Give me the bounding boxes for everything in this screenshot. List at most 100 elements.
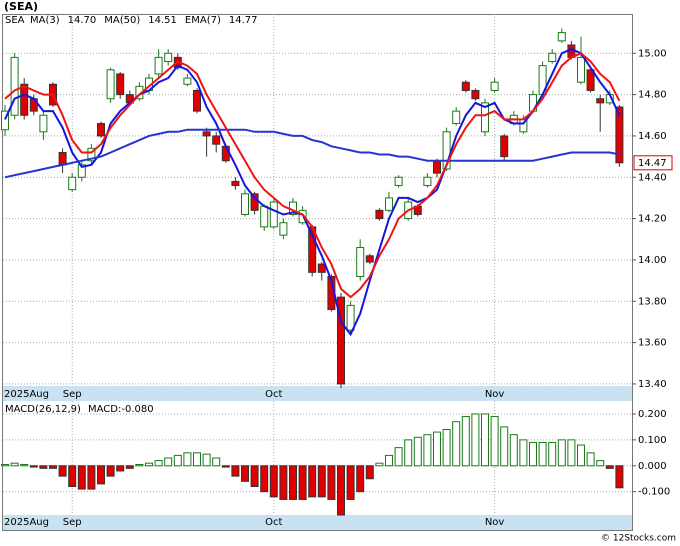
macd-bar [193,452,201,467]
macd-bar [548,441,557,467]
watermark: © 12Stocks.com [601,534,676,544]
y-tick-label: 14.20 [638,214,667,225]
macd-bar [509,434,518,467]
candle-body [241,193,249,215]
legend-name: EMA(7) [185,15,221,26]
macd-bar [164,457,173,467]
ma-line [4,128,620,179]
candle-body [471,89,480,100]
candle-body [615,106,624,164]
y-tick-label: 0.100 [638,435,667,446]
candle-body [385,197,393,211]
macd-bar [337,465,345,516]
macd-bar [49,465,57,469]
x-tick-label: Nov [485,389,505,400]
candle-body [442,131,451,170]
macd-bar [97,465,105,485]
macd-bar [212,457,221,467]
macd-bar [577,444,585,467]
candle-body [356,247,365,277]
macd-bar [500,426,509,467]
macd-bar [413,436,422,467]
macd-bar [442,429,451,467]
macd-bar [145,462,153,467]
macd-bar [260,465,269,493]
candle-body [39,114,48,133]
legend-value: 14.51 [148,15,177,26]
legend-name: MA(50) [104,15,140,26]
macd-bar [567,439,576,467]
candle-body [375,209,384,220]
x-tick-label: Oct [265,517,282,528]
macd-bar [519,439,528,467]
y-tick-label: 0.000 [638,461,667,472]
y-tick-label: -0.100 [638,487,670,498]
x-tick-label: 2025Aug [4,517,49,528]
macd-title: MACD(26,12,9) [5,404,81,415]
macd-bar [538,441,547,467]
macd-bar [452,421,461,467]
macd-bar [289,465,297,500]
macd-bar [423,434,432,467]
candle-body [557,32,566,42]
candle-body [452,110,461,125]
macd-bar [20,463,29,467]
macd-bar [471,413,480,467]
macd-bar [605,465,614,469]
candle-body [461,81,470,91]
candle-body [154,56,163,75]
macd-bar [58,465,67,477]
candle-body [231,180,240,187]
candle-body [433,160,441,174]
candle-body [260,205,269,228]
candle-body [193,89,201,112]
candle-body [346,304,355,331]
macd-bar [250,465,259,488]
macd-bar [433,431,441,467]
macd-bar [10,462,19,467]
macd-bar [365,465,374,480]
macd-bar [385,454,393,467]
candle-body [586,69,595,91]
candle-body [423,176,432,187]
candle-body [97,123,105,137]
y-tick-label: 14.40 [638,172,667,183]
macd-bar [183,452,192,467]
x-tick-label: Sep [63,517,82,528]
macd-bar [490,416,499,467]
macd-bar [279,465,288,500]
candle-body [164,52,173,63]
candle-body [500,135,509,158]
macd-bar [173,454,182,467]
candle-body [279,222,288,236]
candle-body [183,77,192,85]
legend-name: MA(3) [30,15,60,26]
x-axis-strip [3,515,632,530]
macd-bar [356,465,365,493]
candle-body [1,110,9,131]
macd-bar [87,465,96,490]
y-tick-label: 14.00 [638,255,667,266]
candle-body [106,69,115,100]
macd-bar [154,460,163,467]
ma-line [4,52,621,299]
macd-bar [394,447,403,467]
candle-body [365,255,374,263]
y-tick-label: 13.40 [638,379,667,390]
candle-body [269,201,278,228]
macd-bar [106,465,115,477]
macd-bar [481,413,489,467]
macd-bar [404,439,413,467]
candle-body [596,98,605,104]
candle-body [116,73,125,96]
x-tick-label: Nov [485,517,505,528]
candle-body [481,102,489,133]
candle-body [202,131,211,137]
macd-bar [461,416,470,467]
candle-body [490,81,499,91]
y-tick-label: 14.60 [638,131,667,142]
candle-body [68,176,77,191]
x-tick-label: Sep [63,389,82,400]
